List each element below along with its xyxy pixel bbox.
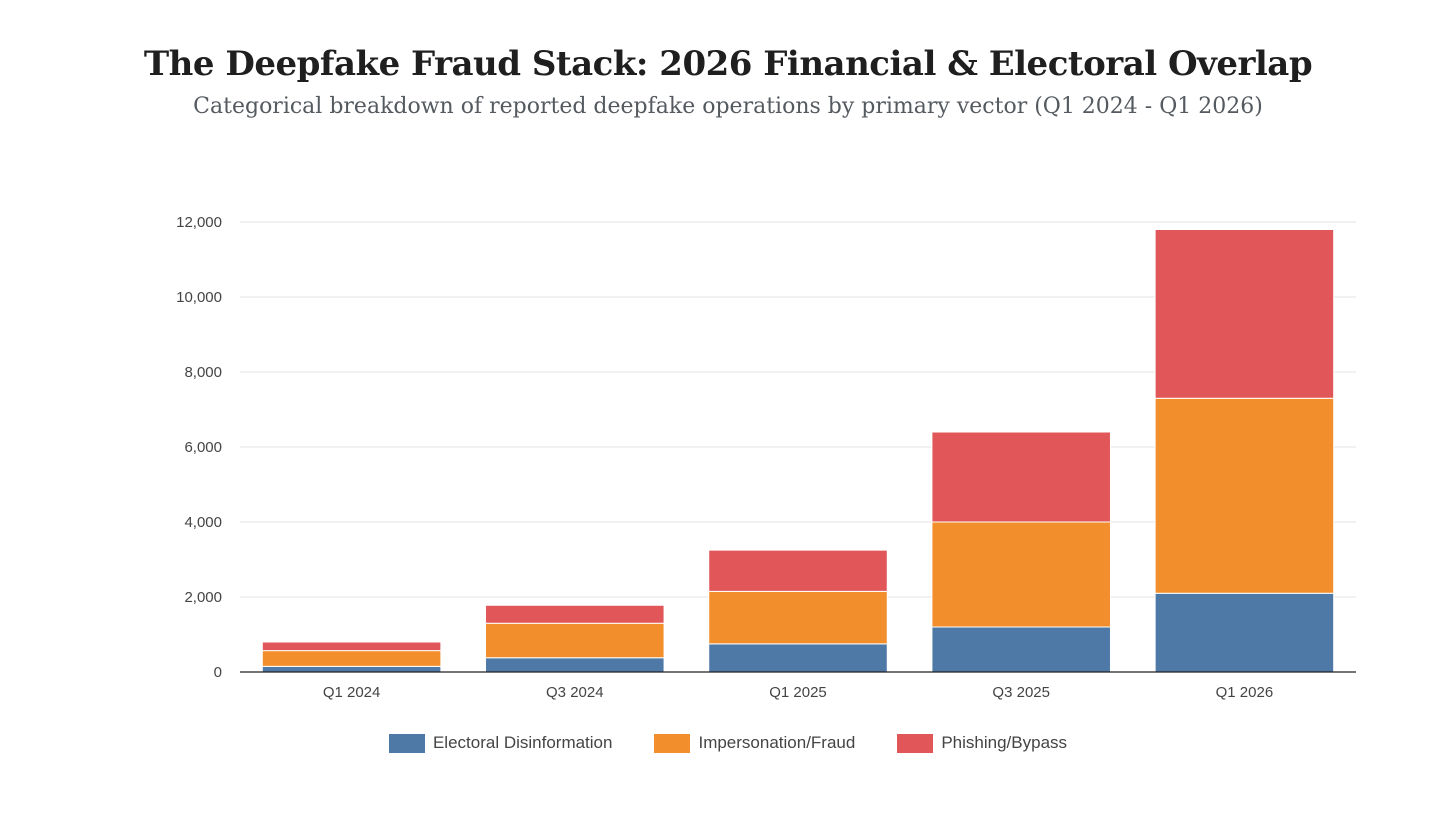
bar-segment [931,521,1111,628]
y-tick-label: 6,000 [184,439,222,456]
y-tick-label: 10,000 [176,289,222,306]
bar-segment [708,590,888,645]
legend-label-impersonation: Impersonation/Fraud [698,733,856,752]
legend-label-electoral: Electoral Disinformation [432,733,613,752]
bar-segment [485,657,665,673]
y-tick-label: 2,000 [184,589,222,606]
legend-swatch-electoral [388,733,425,753]
bar-segment [708,549,888,592]
legend-swatch-impersonation [654,733,691,753]
bar-segment [261,665,442,673]
chart-subtitle: Categorical breakdown of reported deepfa… [193,94,1263,119]
legend: Electoral Disinformation Impersonation/F… [0,733,1456,753]
bar-segment [261,650,442,667]
bar-segment [1154,592,1335,673]
legend-swatch-phishing [897,733,934,753]
bar-segment [1154,229,1335,399]
bar-segment [485,622,665,659]
legend-item-impersonation: Impersonation/Fraud [654,733,855,753]
bar-segment [1154,397,1335,594]
bar-segment [485,604,665,624]
chart-title: The Deepfake Fraud Stack: 2026 Financial… [143,44,1313,84]
bar-segment [708,643,888,673]
x-tick-label: Q3 2025 [992,684,1050,701]
bar-segment [261,641,442,652]
x-tick-label: Q1 2024 [323,684,381,701]
legend-label-phishing: Phishing/Bypass [941,733,1068,752]
y-tick-label: 12,000 [176,214,222,231]
y-tick-label: 4,000 [184,514,222,531]
x-tick-label: Q1 2025 [769,684,827,701]
y-tick-label: 0 [214,664,222,681]
y-tick-label: 8,000 [184,364,222,381]
legend-item-phishing: Phishing/Bypass [897,733,1067,753]
legend-item-electoral: Electoral Disinformation [388,733,613,753]
x-tick-label: Q1 2026 [1216,684,1274,701]
x-tick-label: Q3 2024 [546,684,604,701]
bar-segment [931,431,1111,523]
bar-segment [931,626,1111,673]
